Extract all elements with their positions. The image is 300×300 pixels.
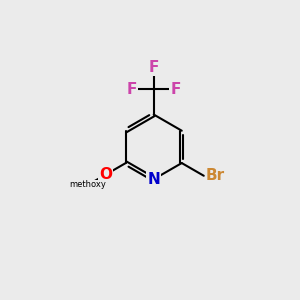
Text: N: N — [147, 172, 160, 187]
Text: Br: Br — [206, 168, 225, 183]
Text: F: F — [148, 60, 159, 75]
Text: F: F — [170, 82, 181, 97]
Text: F: F — [127, 82, 137, 97]
Text: O: O — [99, 167, 112, 182]
Text: methoxy: methoxy — [69, 181, 106, 190]
